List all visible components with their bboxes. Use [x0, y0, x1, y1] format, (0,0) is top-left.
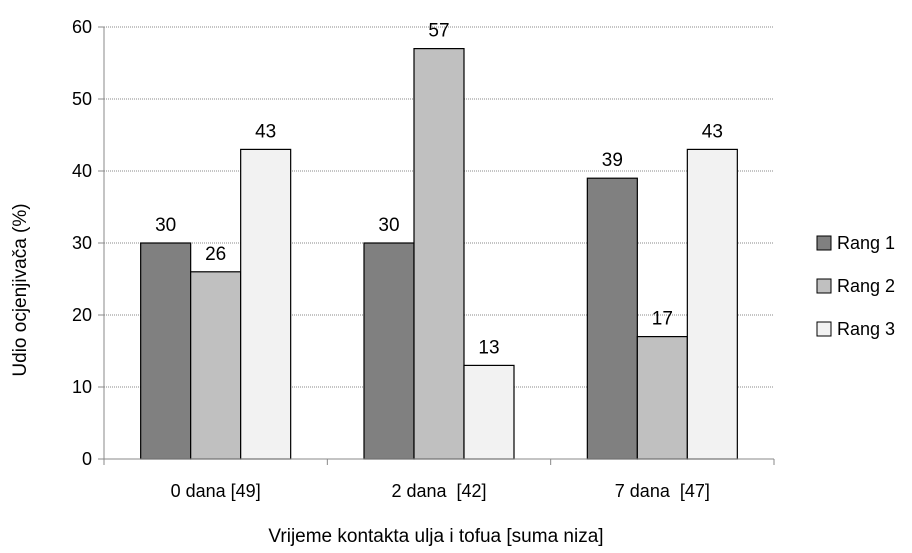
bars [140, 47, 738, 460]
bar [190, 271, 242, 460]
y-tick-label: 0 [82, 449, 92, 469]
bar [463, 364, 515, 460]
data-label: 13 [478, 337, 499, 358]
data-label: 17 [652, 309, 673, 330]
data-label: 30 [378, 215, 399, 236]
y-tick-label: 10 [72, 377, 92, 397]
x-tick-label: 2 dana [42] [391, 481, 486, 501]
data-label: 39 [602, 150, 623, 171]
y-tick-label: 20 [72, 305, 92, 325]
legend-label: Rang 1 [837, 233, 895, 253]
axes [98, 26, 775, 465]
data-label: 43 [255, 121, 276, 142]
data-label: 43 [702, 121, 723, 142]
bar [363, 242, 415, 460]
bar [636, 336, 688, 460]
bar [686, 148, 738, 460]
data-label: 26 [205, 244, 226, 265]
y-axis-title: Udio ocjenjivača (%) [10, 203, 31, 376]
y-tick-label: 50 [72, 89, 92, 109]
x-axis-title: Vrijeme kontakta ulja i tofua [suma niza… [268, 526, 603, 547]
x-tick-label: 0 dana [49] [171, 481, 261, 501]
y-tick-label: 40 [72, 161, 92, 181]
bar [413, 47, 465, 460]
legend-label: Rang 2 [837, 276, 895, 296]
data-label: 30 [155, 215, 176, 236]
x-tick-label: 7 dana [47] [615, 481, 710, 501]
y-tick-label: 60 [72, 17, 92, 37]
legend-label: Rang 3 [837, 319, 895, 339]
x-tick-labels: 0 dana [49] 2 dana [42] 7 dana [47] [171, 481, 710, 501]
legend-swatch [816, 235, 832, 251]
y-tick-label: 30 [72, 233, 92, 253]
bar [240, 148, 292, 460]
bar [140, 242, 192, 460]
y-tick-labels: 0 10 20 30 40 50 60 [72, 17, 92, 469]
data-labels: 30 26 43 30 57 13 39 17 43 [155, 21, 723, 359]
legend: Rang 1 Rang 2 Rang 3 [816, 233, 895, 339]
legend-swatch [816, 321, 832, 337]
data-label: 57 [428, 21, 449, 42]
legend-swatch [816, 278, 832, 294]
bar [586, 177, 638, 460]
